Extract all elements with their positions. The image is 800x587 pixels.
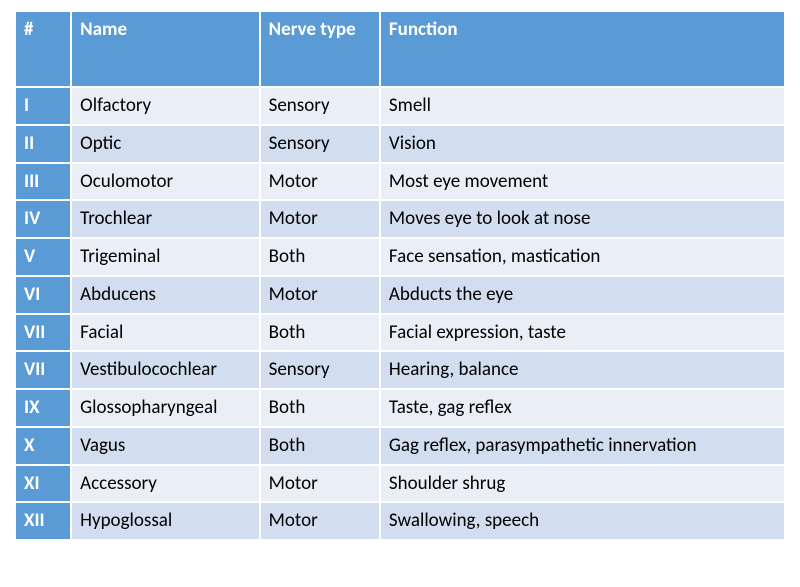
row-type: Both [261, 390, 379, 426]
row-name: Facial [72, 315, 258, 351]
table-row: X Vagus Both Gag reflex, parasympathetic… [16, 428, 784, 464]
row-name: Accessory [72, 466, 258, 502]
row-type: Both [261, 315, 379, 351]
row-num: IV [16, 201, 70, 237]
table-row: VI Abducens Motor Abducts the eye [16, 277, 784, 313]
row-func: Face sensation, mastication [381, 239, 784, 275]
row-num: IX [16, 390, 70, 426]
col-header-type: Nerve type [261, 12, 379, 86]
col-header-func: Function [381, 12, 784, 86]
table-row: VII Vestibulocochlear Sensory Hearing, b… [16, 352, 784, 388]
row-name: Vagus [72, 428, 258, 464]
table-row: XII Hypoglossal Motor Swallowing, speech [16, 503, 784, 539]
row-func: Taste, gag reflex [381, 390, 784, 426]
table-row: VII Facial Both Facial expression, taste [16, 315, 784, 351]
table-row: V Trigeminal Both Face sensation, mastic… [16, 239, 784, 275]
row-num: X [16, 428, 70, 464]
row-name: Trigeminal [72, 239, 258, 275]
table-row: I Olfactory Sensory Smell [16, 88, 784, 124]
row-type: Both [261, 428, 379, 464]
row-func: Smell [381, 88, 784, 124]
row-name: Hypoglossal [72, 503, 258, 539]
table-row: IV Trochlear Motor Moves eye to look at … [16, 201, 784, 237]
row-func: Vision [381, 126, 784, 162]
row-type: Sensory [261, 88, 379, 124]
row-name: Oculomotor [72, 164, 258, 200]
row-type: Both [261, 239, 379, 275]
row-num: VII [16, 315, 70, 351]
row-num: VII [16, 352, 70, 388]
row-func: Gag reflex, parasympathetic innervation [381, 428, 784, 464]
row-type: Motor [261, 164, 379, 200]
row-num: XI [16, 466, 70, 502]
row-func: Hearing, balance [381, 352, 784, 388]
col-header-num: # [16, 12, 70, 86]
cranial-nerves-table-wrap: # Name Nerve type Function I Olfactory S… [0, 0, 800, 551]
row-name: Glossopharyngeal [72, 390, 258, 426]
table-body: I Olfactory Sensory Smell II Optic Senso… [16, 88, 784, 539]
table-header-row: # Name Nerve type Function [16, 12, 784, 86]
row-type: Sensory [261, 352, 379, 388]
row-func: Facial expression, taste [381, 315, 784, 351]
row-type: Motor [261, 277, 379, 313]
row-type: Motor [261, 201, 379, 237]
row-name: Trochlear [72, 201, 258, 237]
table-row: III Oculomotor Motor Most eye movement [16, 164, 784, 200]
row-func: Swallowing, speech [381, 503, 784, 539]
row-num: I [16, 88, 70, 124]
row-num: III [16, 164, 70, 200]
table-row: IX Glossopharyngeal Both Taste, gag refl… [16, 390, 784, 426]
table-row: II Optic Sensory Vision [16, 126, 784, 162]
row-num: VI [16, 277, 70, 313]
row-num: V [16, 239, 70, 275]
row-type: Motor [261, 466, 379, 502]
col-header-name: Name [72, 12, 258, 86]
row-name: Abducens [72, 277, 258, 313]
row-func: Moves eye to look at nose [381, 201, 784, 237]
row-func: Shoulder shrug [381, 466, 784, 502]
row-name: Olfactory [72, 88, 258, 124]
row-name: Vestibulocochlear [72, 352, 258, 388]
row-func: Most eye movement [381, 164, 784, 200]
row-type: Sensory [261, 126, 379, 162]
row-num: XII [16, 503, 70, 539]
cranial-nerves-table: # Name Nerve type Function I Olfactory S… [14, 10, 786, 541]
row-type: Motor [261, 503, 379, 539]
table-row: XI Accessory Motor Shoulder shrug [16, 466, 784, 502]
row-name: Optic [72, 126, 258, 162]
row-func: Abducts the eye [381, 277, 784, 313]
row-num: II [16, 126, 70, 162]
